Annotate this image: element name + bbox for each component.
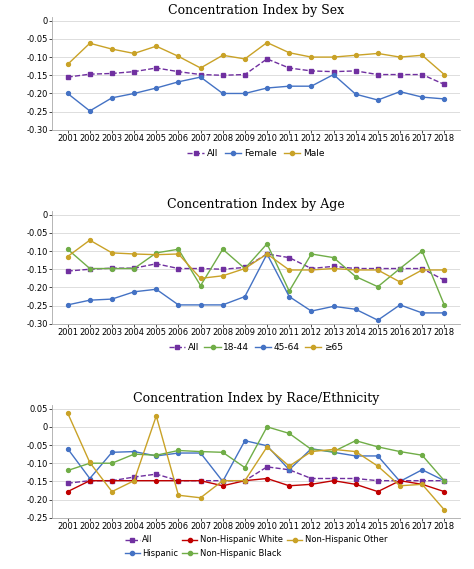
Legend: All, Hispanic, Non-Hispanic White, Non-Hispanic Black, Non-Hispanic Other: All, Hispanic, Non-Hispanic White, Non-H… [121,532,391,561]
Title: Concentration Index by Age: Concentration Index by Age [167,198,345,211]
Title: Concentration Index by Sex: Concentration Index by Sex [168,4,344,17]
Legend: All, Female, Male: All, Female, Male [184,145,328,162]
Title: Concentration Index by Race/Ethnicity: Concentration Index by Race/Ethnicity [133,392,379,405]
Legend: All, 18-44, 45-64, ≥65: All, 18-44, 45-64, ≥65 [165,339,347,356]
